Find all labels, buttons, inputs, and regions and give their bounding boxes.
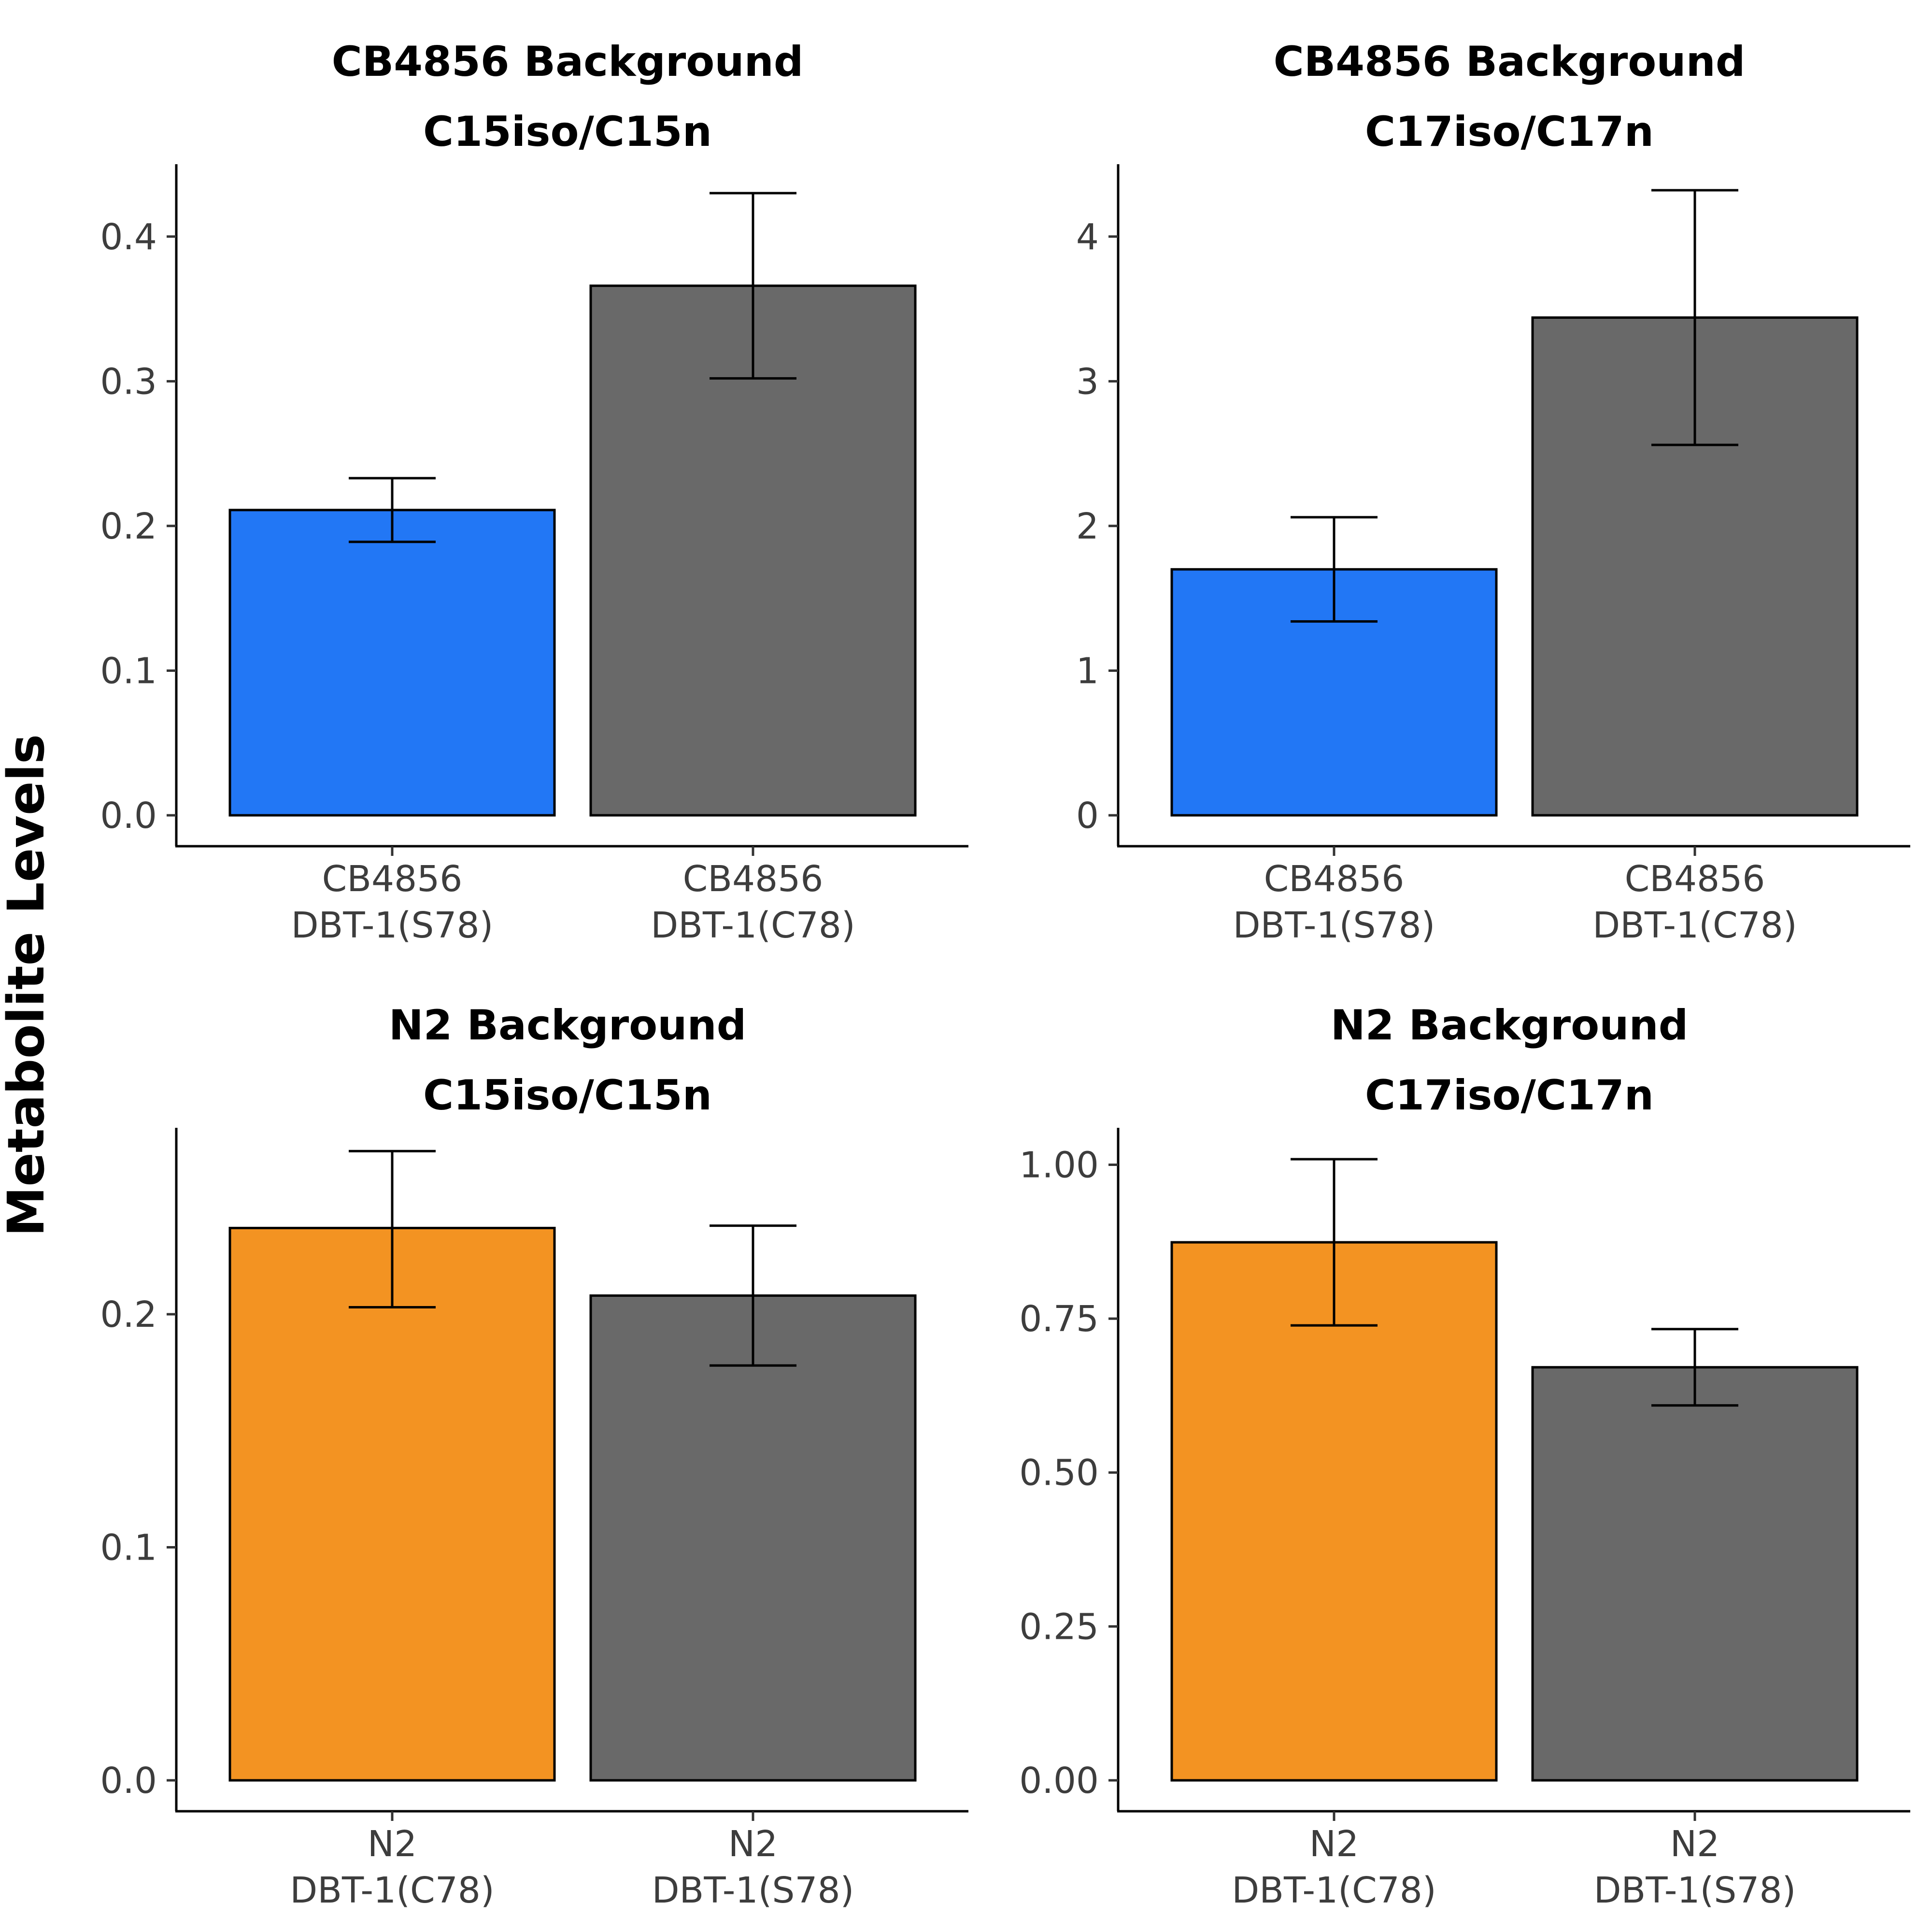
chart-panel: N2 Background C15iso/C15n 0.0 0.1 0.2 N2 DBT-1… — [100, 1001, 968, 1911]
chart-subtitle: C17iso/C17n — [1365, 108, 1654, 156]
chart-title: CB4856 Background — [1274, 38, 1746, 86]
y-tick-label: 0.4 — [100, 216, 157, 258]
chart-panel: CB4856 Background C15iso/C15n 0.0 0.1 0.2 0.3… — [100, 38, 968, 946]
y-tick-label: 4 — [1076, 216, 1099, 258]
y-tick-label: 0.1 — [100, 650, 157, 692]
x-tick-label: CB4856 — [1625, 858, 1765, 900]
y-tick-label: 0 — [1076, 795, 1099, 837]
chart-subtitle: C17iso/C17n — [1365, 1071, 1654, 1120]
chart-title: N2 Background — [1331, 1001, 1689, 1050]
chart-subtitle: C15iso/C15n — [423, 1071, 712, 1120]
bar — [228, 1226, 556, 1782]
x-tick-label: CB4856 — [322, 858, 463, 900]
bar — [1170, 1241, 1498, 1782]
bar — [589, 1294, 917, 1782]
bar — [1531, 1366, 1859, 1782]
bar — [228, 509, 556, 817]
y-tick-label: 0.2 — [100, 506, 157, 547]
y-tick-label: 0.2 — [100, 1294, 157, 1335]
x-tick-label: DBT-1(S78) — [1233, 905, 1435, 946]
x-tick-label: CB4856 — [1264, 858, 1405, 900]
x-tick-label: N2 — [1670, 1823, 1719, 1865]
bar — [1531, 316, 1859, 817]
x-tick-label: N2 — [1309, 1823, 1359, 1865]
x-tick-label: DBT-1(C78) — [1232, 1870, 1436, 1911]
y-tick-label: 1 — [1076, 650, 1099, 692]
x-tick-label: DBT-1(C78) — [290, 1870, 495, 1911]
y-tick-label: 0.1 — [100, 1527, 157, 1569]
y-tick-label: 0.0 — [100, 1760, 157, 1802]
y-tick-label: 1.00 — [1019, 1144, 1099, 1186]
x-tick-label: N2 — [728, 1823, 778, 1865]
x-tick-label: CB4856 — [683, 858, 824, 900]
y-axis-label: Metabolite Levels — [0, 734, 56, 1236]
y-tick-label: 3 — [1076, 361, 1099, 402]
panels: CB4856 Background C15iso/C15n 0.0 0.1 0.2 0.3… — [100, 38, 1910, 1911]
chart-panel: CB4856 Background C17iso/C17n 0 1 2 3 4 CB4856 D… — [1076, 38, 1910, 946]
x-tick-label: N2 — [368, 1823, 417, 1865]
y-tick-label: 0.75 — [1019, 1298, 1099, 1340]
x-tick-label: DBT-1(C78) — [1592, 905, 1797, 946]
x-tick-label: DBT-1(C78) — [651, 905, 855, 946]
y-tick-label: 0.25 — [1019, 1606, 1099, 1648]
chart-subtitle: C15iso/C15n — [423, 108, 712, 156]
chart-title: N2 Background — [389, 1001, 747, 1050]
chart-title: CB4856 Background — [332, 38, 804, 86]
x-tick-label: DBT-1(S78) — [1594, 1870, 1796, 1911]
y-tick-label: 0.00 — [1019, 1760, 1099, 1802]
y-tick-label: 2 — [1076, 506, 1099, 547]
y-tick-label: 0.3 — [100, 361, 157, 402]
y-tick-label: 0.0 — [100, 795, 157, 837]
x-tick-label: DBT-1(S78) — [652, 1870, 854, 1911]
x-tick-label: DBT-1(S78) — [291, 905, 494, 946]
y-tick-label: 0.50 — [1019, 1452, 1099, 1494]
chart-panel: N2 Background C17iso/C17n 0.00 0.25 0.50 0.75… — [1019, 1001, 1910, 1911]
